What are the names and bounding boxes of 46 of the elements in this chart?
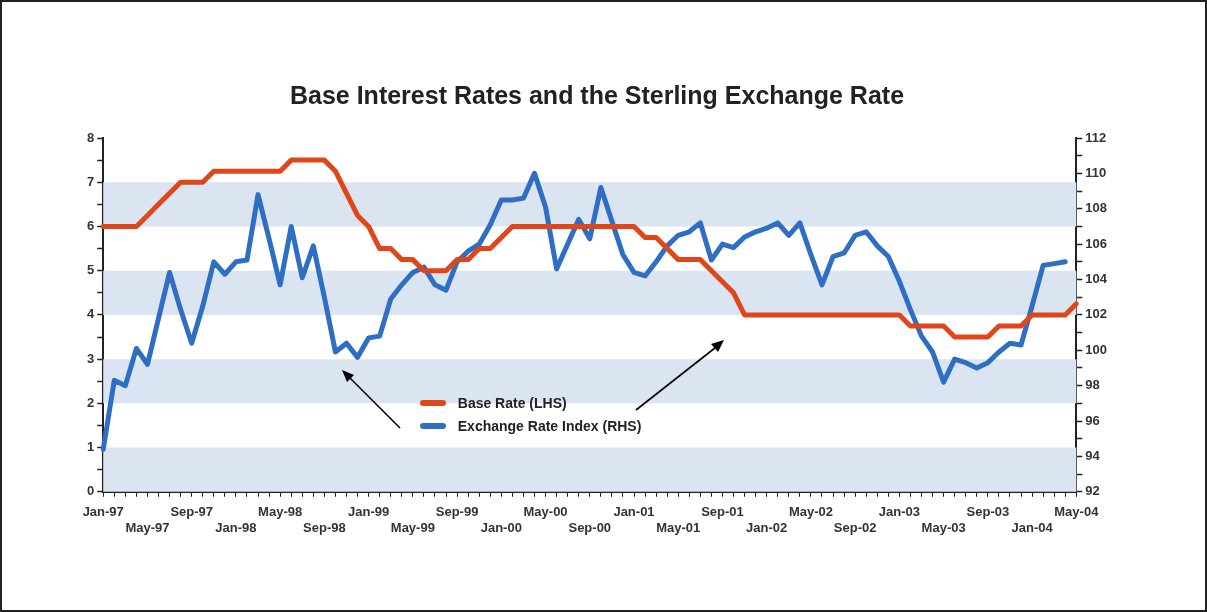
x-tick-label: May-04 (1054, 504, 1100, 520)
y2-tick-label: 110 (1085, 164, 1107, 180)
x-tick-label: Jan-97 (82, 504, 124, 520)
y-tick-label: 6 (87, 218, 95, 234)
y-tick-label: 7 (87, 173, 95, 189)
chart-title: Base Interest Rates and the Sterling Exchange Rate (289, 80, 905, 109)
x-tick-label: Sep-01 (701, 504, 744, 520)
x-tick-label: May-01 (656, 519, 701, 535)
y-tick-label: 0 (87, 483, 95, 499)
x-tick-label: May-98 (258, 504, 303, 520)
y2-tick-label: 98 (1085, 377, 1100, 393)
x-tick-label: Jan-03 (878, 504, 920, 520)
x-tick-label: Sep-98 (303, 519, 346, 535)
x-tick-label: Sep-02 (833, 519, 877, 535)
x-tick-label: May-00 (523, 504, 568, 520)
x-tick-label: Jan-04 (1011, 519, 1054, 535)
x-tick-label: May-03 (921, 519, 966, 535)
x-tick-label: Jan-98 (215, 519, 257, 535)
x-tick-label: Sep-99 (435, 504, 479, 520)
x-tick-label: Jan-02 (746, 519, 788, 535)
legend-label: Exchange Rate Index (RHS) (457, 416, 642, 436)
x-tick-label: May-99 (390, 519, 435, 535)
y-tick-label: 1 (87, 439, 95, 455)
y2-tick-label: 92 (1085, 483, 1100, 499)
x-tick-label: May-02 (788, 504, 833, 520)
y2-tick-label: 106 (1085, 235, 1108, 251)
legend-label: Base Rate (LHS) (457, 393, 567, 413)
y2-tick-label: 102 (1085, 306, 1108, 322)
y-tick-label: 8 (87, 129, 95, 145)
y-tick-label: 5 (87, 262, 95, 278)
x-tick-label: Sep-03 (966, 504, 1010, 520)
y2-tick-label: 104 (1085, 271, 1108, 287)
x-tick-label: Sep-00 (568, 519, 612, 535)
y2-tick-label: 94 (1085, 448, 1101, 463)
y2-tick-label: 112 (1085, 129, 1107, 145)
y-tick-label: 3 (87, 350, 95, 366)
x-tick-label: Jan-00 (480, 519, 522, 535)
y2-tick-label: 96 (1085, 412, 1100, 428)
y-tick-label: 4 (87, 306, 95, 322)
x-tick-label: Jan-99 (348, 504, 390, 520)
x-tick-label: May-97 (125, 519, 170, 535)
y2-tick-label: 108 (1085, 200, 1108, 216)
y-tick-label: 2 (87, 394, 95, 410)
x-tick-label: Sep-97 (170, 504, 214, 520)
y2-tick-label: 100 (1085, 341, 1108, 357)
x-tick-label: Jan-01 (613, 504, 655, 520)
